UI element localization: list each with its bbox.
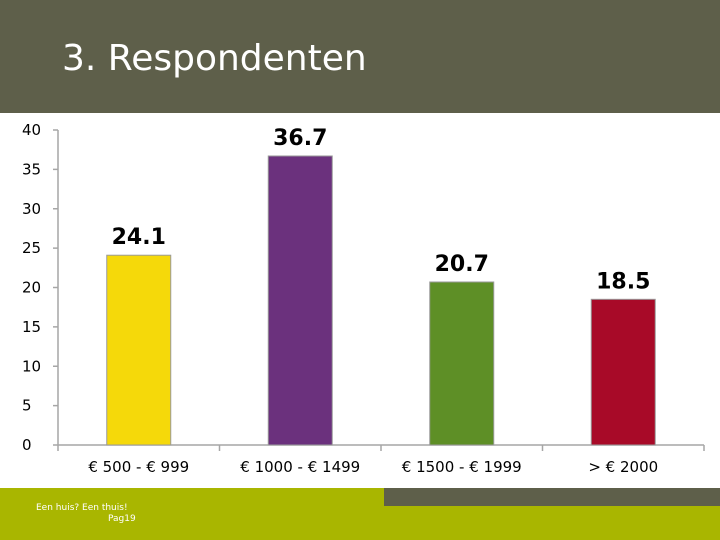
bar-chart: 0 5 10 15 20 25 30 35 40 € 500 - € 999 € 1000 - €… <box>22 121 705 476</box>
page-number: Pag19 <box>108 514 136 524</box>
data-label: 20.7 <box>435 252 489 277</box>
footer-tagline: Een huis? Een thuis! <box>36 503 128 513</box>
data-label: 24.1 <box>112 225 166 250</box>
data-label: 36.7 <box>273 126 327 151</box>
y-tick-label: 35 <box>22 160 41 178</box>
footer-accent <box>384 488 720 506</box>
y-tick-label: 5 <box>22 397 32 415</box>
x-tick-label: € 1000 - € 1499 <box>240 458 360 476</box>
footer-caption: Een huis? Een thuis! Pag19 <box>36 503 146 525</box>
x-tick-label: € 500 - € 999 <box>88 458 189 476</box>
header-bar <box>0 0 720 113</box>
y-tick-label: 0 <box>22 436 32 454</box>
data-label: 18.5 <box>596 269 650 294</box>
bar <box>267 155 333 446</box>
y-tick-label: 30 <box>22 200 41 218</box>
bar <box>590 298 656 446</box>
page-title: 3. Respondenten <box>62 38 367 79</box>
y-tick-label: 25 <box>22 239 41 257</box>
x-tick-label: > € 2000 <box>588 458 658 476</box>
bar <box>106 254 172 446</box>
x-axis: € 500 - € 999 € 1000 - € 1499 € 1500 - € 1… <box>57 444 705 476</box>
y-tick-label: 10 <box>22 357 41 375</box>
y-tick-label: 20 <box>22 279 41 297</box>
bar <box>429 281 495 446</box>
y-tick-label: 40 <box>22 121 41 139</box>
x-tick-label: € 1500 - € 1999 <box>402 458 522 476</box>
y-tick-label: 15 <box>22 318 41 336</box>
y-axis: 0 5 10 15 20 25 30 35 40 <box>22 121 59 454</box>
bars: 24.1 36.7 20.7 18.5 <box>106 126 656 446</box>
